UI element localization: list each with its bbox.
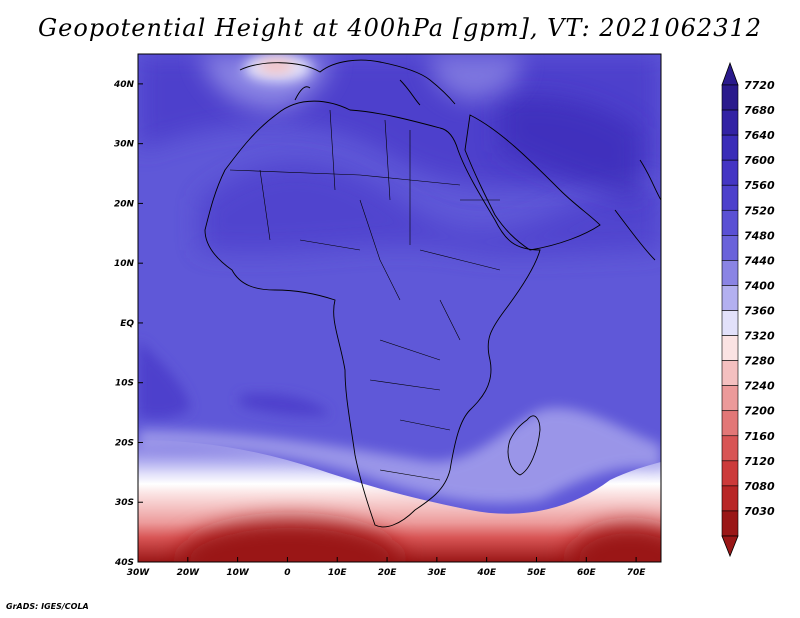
lat-tick-label: 40S [114, 558, 134, 568]
colorbar-swatch [721, 385, 739, 412]
lat-tick-label: 10S [115, 379, 134, 389]
colorbar-level-label: 7120 [744, 455, 775, 468]
height-field [138, 54, 661, 562]
europe-coastline [239, 59, 456, 106]
lon-tick-label: 30E [428, 568, 448, 578]
border-sahara [229, 109, 501, 481]
field-arabia-high [500, 96, 640, 200]
colorbar-swatch [721, 159, 739, 186]
lat-tick-label: 10N [114, 259, 135, 269]
lon-tick-label: 10W [226, 568, 250, 578]
lon-tick-label: 20E [378, 568, 398, 578]
colorbar-level-label: 7160 [744, 430, 775, 443]
colorbar-swatch [721, 109, 739, 136]
country-borders [229, 109, 501, 481]
colorbar-level-label: 7680 [744, 104, 775, 117]
lon-tick-label: 60E [577, 568, 597, 578]
lon-tick-label: 70E [627, 568, 647, 578]
colorbar-swatch [721, 285, 739, 311]
colorbar-level-label: 7240 [744, 380, 775, 393]
lat-tick-label: 40N [113, 80, 135, 90]
field-atlantic-high [138, 340, 190, 419]
colorbar-level-label: 7400 [744, 279, 775, 292]
field-south-lighter [138, 408, 661, 504]
colorbar-level-label: 7720 [744, 79, 775, 92]
colorbar-swatch [721, 485, 739, 512]
colorbar-level-label: 7640 [744, 129, 775, 142]
colorbar-level-label: 7480 [744, 229, 775, 242]
colorbar-level-label: 7280 [744, 355, 775, 368]
lon-tick-label: 30W [127, 568, 151, 578]
colorbar-swatch [721, 84, 739, 111]
latitude-axis: 40N 30N 20N 10N EQ 10S 20S 30S 40S [113, 80, 143, 568]
colorbar-swatch [721, 310, 739, 336]
colorbar-swatch [721, 460, 739, 487]
colorbar-swatch [721, 235, 739, 261]
colorbar-level-label: 7360 [744, 305, 775, 318]
colorbar-level-label: 7320 [744, 330, 775, 343]
lat-tick-label: EQ [120, 319, 134, 329]
field-sahel-belt [200, 162, 661, 255]
colorbar-level-label: 7080 [744, 480, 775, 493]
colorbar-swatch [721, 209, 739, 236]
credit-text: GrADS: IGES/COLA [6, 602, 89, 611]
lon-tick-label: 40E [476, 568, 497, 578]
colorbar-swatch [721, 134, 739, 161]
india-coastline [614, 159, 661, 261]
colorbar-level-label: 7520 [744, 204, 775, 217]
colorbar-top-arrow [721, 61, 739, 86]
field-iberia-trough-center [258, 59, 294, 73]
arabia-coastline [464, 114, 601, 251]
chart-title: Geopotential Height at 400hPa [gpm], VT:… [38, 14, 762, 42]
colorbar-bottom-arrow [721, 535, 739, 558]
colorbar-level-label: 7030 [744, 505, 775, 518]
madagascar-coastline [507, 415, 541, 476]
colorbar-level-label: 7560 [744, 179, 775, 192]
colorbar-swatch [721, 360, 739, 386]
coastlines [204, 59, 661, 528]
lon-tick-label: 10E [328, 568, 348, 578]
lat-tick-label: 30N [114, 140, 135, 150]
lat-tick-label: 30S [115, 498, 134, 508]
lon-tick-label: 0 [284, 568, 290, 578]
lat-tick-label: 20S [115, 438, 134, 448]
lon-tick-label: 20W [177, 568, 201, 578]
colorbar-swatch [721, 260, 739, 286]
field-south-atlantic-low [180, 520, 400, 562]
colorbar-swatch [721, 184, 739, 211]
plot-frame [137, 53, 662, 563]
field-atlantic-streak [240, 393, 330, 416]
africa-coastline [204, 100, 541, 528]
colorbar-swatch [721, 335, 739, 361]
field-indian-ocean-low [570, 525, 661, 562]
longitude-axis: 30W 20W 10W 0 10E 20E 30E 40E 50E 60E 70E [127, 557, 647, 578]
colorbar-level-label: 7440 [744, 254, 775, 267]
colorbar-level-label: 7200 [744, 405, 775, 418]
lon-tick-label: 50E [527, 568, 547, 578]
colorbar: 7720 7680 7640 7600 7560 7520 7480 7440 7400 7360… [721, 61, 775, 558]
colorbar-swatch [721, 410, 739, 437]
colorbar-level-label: 7600 [744, 154, 775, 167]
colorbar-swatch [721, 435, 739, 462]
field-turkey-trough [430, 54, 521, 100]
lat-tick-label: 20N [114, 199, 135, 209]
colorbar-swatch [721, 510, 739, 537]
